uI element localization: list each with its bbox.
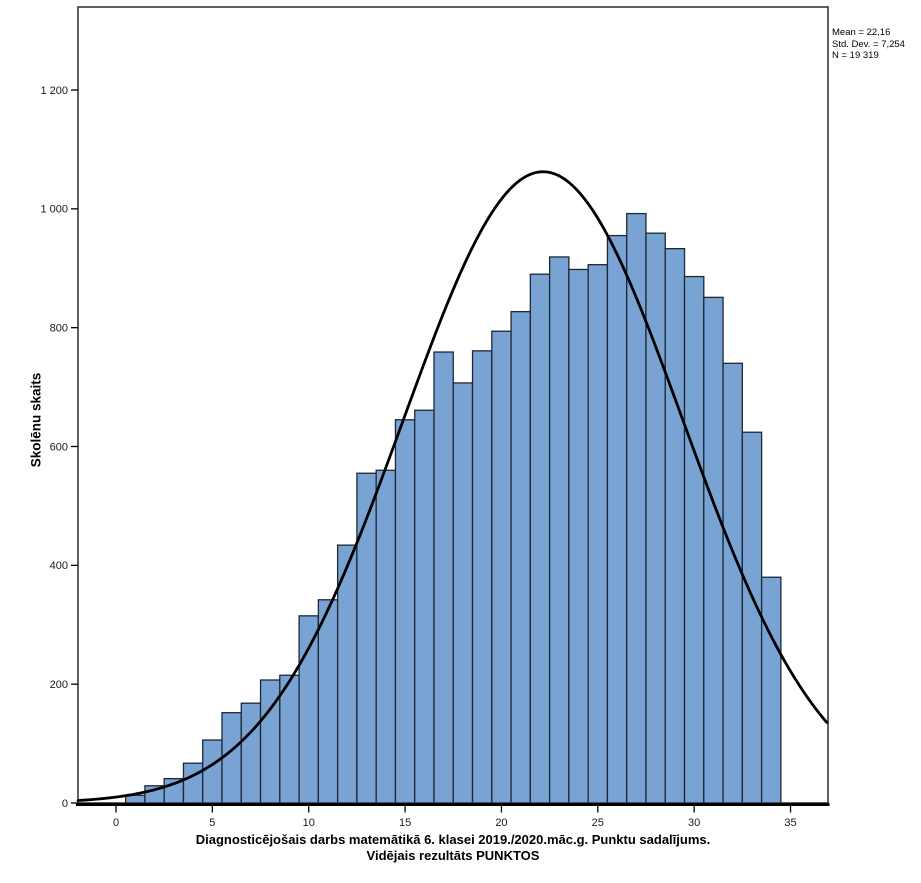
- histogram-bar: [317, 599, 339, 804]
- histogram-bar: [471, 350, 493, 804]
- y-tick-label: 400: [50, 560, 68, 572]
- y-tick-label: 1 000: [40, 204, 68, 216]
- histogram-bar: [394, 419, 416, 804]
- histogram-bar: [240, 702, 262, 804]
- histogram-bar: [664, 247, 686, 804]
- stat-n: N = 19 319: [832, 50, 879, 61]
- stat-mean: Mean = 22,16: [832, 27, 891, 38]
- stat-std-dev: Std. Dev. = 7,254: [832, 38, 905, 50]
- y-tick-label: 600: [50, 441, 68, 453]
- x-axis-title-line1: Diagnosticējošais darbs matemātikā 6. kl…: [195, 832, 711, 847]
- x-axis-title-line2: Vidējais rezultāts PUNKTOS: [366, 848, 540, 863]
- histogram-bar: [510, 310, 531, 804]
- histogram-bar: [298, 615, 320, 804]
- histogram-bar: [414, 409, 435, 804]
- normal-curve: [76, 170, 829, 802]
- histogram-bar: [356, 472, 377, 804]
- x-tick-label: 15: [399, 817, 411, 829]
- x-tick-label: 10: [303, 817, 315, 829]
- x-tick-label: 5: [209, 817, 215, 829]
- x-tick-label: 20: [495, 817, 507, 829]
- histogram-bar: [606, 234, 628, 804]
- y-tick-label: 800: [50, 322, 68, 334]
- histogram-bar: [548, 256, 570, 804]
- histogram-bar: [626, 212, 647, 804]
- histogram-bar: [741, 431, 763, 804]
- y-tick-label: 1 200: [40, 85, 68, 97]
- histogram-bar: [529, 273, 551, 804]
- histogram-bar: [452, 382, 474, 804]
- histogram-bar: [182, 762, 204, 804]
- histogram-bar: [683, 275, 705, 804]
- y-tick-label: 0: [62, 798, 68, 810]
- stats-box: Mean = 22,16 Std. Dev. = 7,254 N = 19 31…: [832, 27, 905, 62]
- histogram-bar: [279, 674, 300, 804]
- histogram-bar: [221, 712, 242, 804]
- x-tick-label: 25: [592, 817, 604, 829]
- histogram-bar: [722, 362, 743, 804]
- x-tick-label: 35: [784, 817, 796, 829]
- histogram-bar: [587, 264, 609, 804]
- x-tick-label: 0: [113, 817, 119, 829]
- histogram-bar: [375, 469, 397, 804]
- y-axis-title: Skolēnu skaits: [28, 372, 44, 468]
- y-tick-label: 200: [50, 679, 68, 691]
- histogram-bar: [202, 739, 223, 804]
- x-tick-label: 30: [688, 817, 700, 829]
- x-axis-title: Diagnosticējošais darbs matemātikā 6. kl…: [78, 832, 828, 864]
- histogram-bar: [703, 296, 724, 804]
- histogram-bar: [491, 330, 512, 804]
- histogram-bar: [760, 576, 782, 804]
- histogram-bar: [433, 351, 454, 804]
- histogram-bar: [645, 232, 666, 804]
- histogram-bar: [568, 268, 589, 804]
